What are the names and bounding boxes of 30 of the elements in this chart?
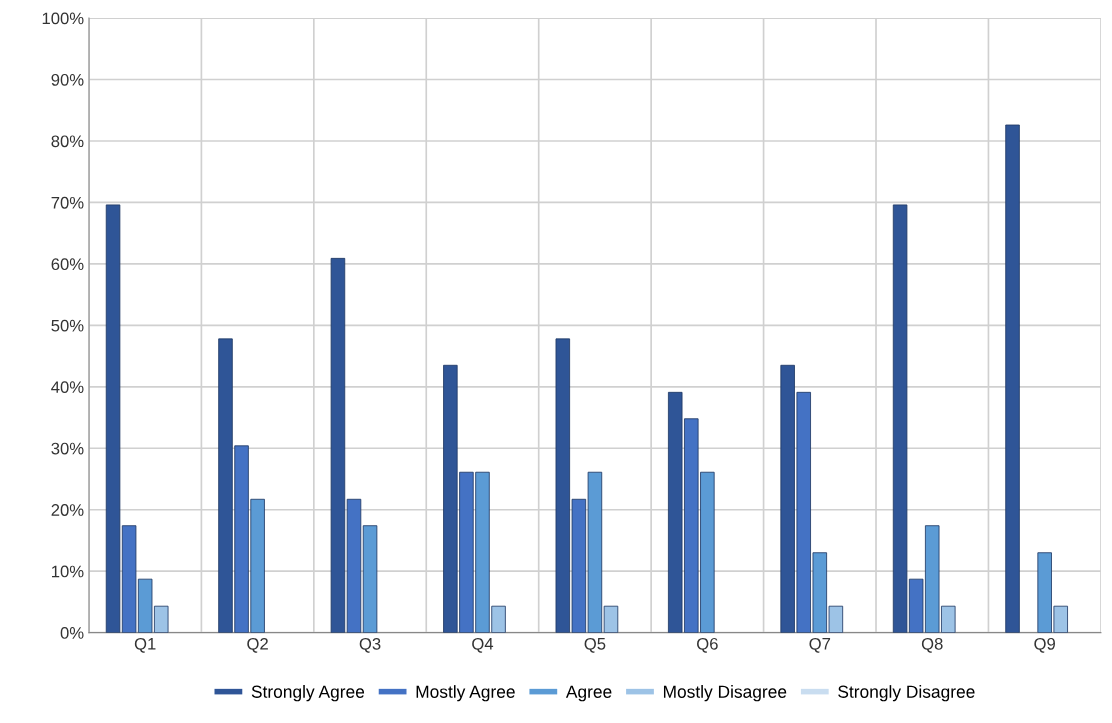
y-tick-label: 80% <box>51 135 84 148</box>
x-tick-label: Q6 <box>697 637 718 653</box>
x-tick-label: Q5 <box>584 637 606 653</box>
bar <box>362 525 378 633</box>
x-tick-label: Q1 <box>134 637 156 653</box>
y-tick-label: 20% <box>51 504 84 516</box>
legend-label: Mostly Agree <box>416 685 515 702</box>
y-tick-label: 90% <box>51 73 84 86</box>
x-tick-label: Q9 <box>1034 637 1055 653</box>
legend-label: Mostly Disagree <box>663 685 787 702</box>
bar <box>346 498 362 633</box>
legend-label: Strongly Agree <box>251 685 365 702</box>
y-tick-label: 40% <box>51 381 84 394</box>
legend-label: Strongly Disagree <box>838 685 975 702</box>
y-tick-label: 0% <box>60 627 84 639</box>
x-tick-label: Q3 <box>359 637 381 653</box>
bar <box>330 257 346 633</box>
y-tick-label: 10% <box>52 565 84 578</box>
bar <box>603 605 619 633</box>
bar <box>1005 124 1020 633</box>
legend-label: Agree <box>565 685 612 702</box>
x-tick-label: Q4 <box>472 637 494 653</box>
y-tick-label: 50% <box>51 319 84 332</box>
y-tick-label: 60% <box>51 258 84 271</box>
x-tick-label: Q2 <box>247 637 268 653</box>
x-tick-label: Q7 <box>809 637 831 653</box>
x-tick-label: Q8 <box>921 637 943 653</box>
y-tick-label: 30% <box>51 442 84 455</box>
y-tick-label: 70% <box>51 196 84 209</box>
y-tick-label: 100% <box>42 12 84 25</box>
